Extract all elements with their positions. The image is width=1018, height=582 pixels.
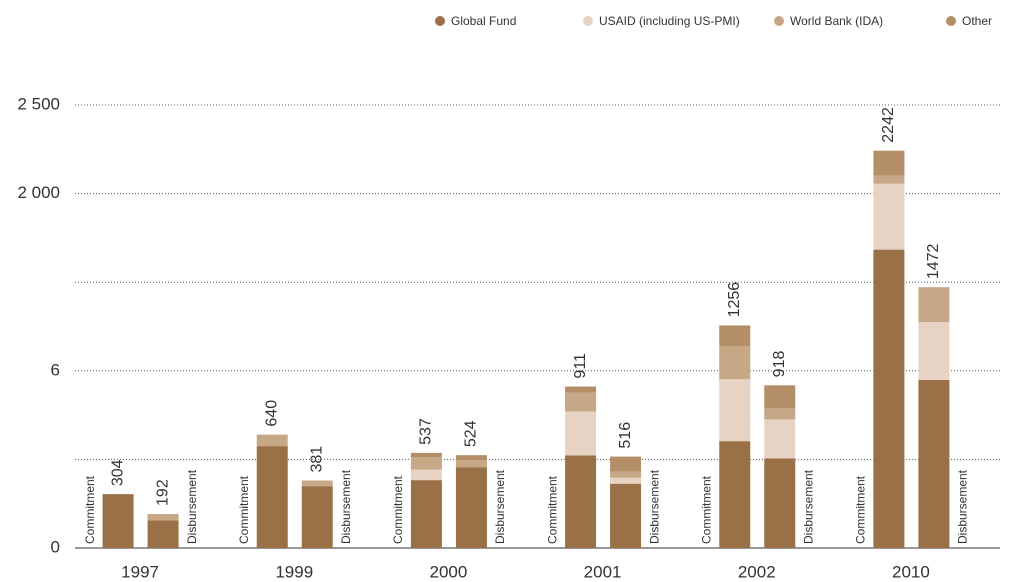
bar-segment xyxy=(873,249,905,548)
bar-label: Disbursement xyxy=(339,469,353,544)
total-label: 918 xyxy=(771,351,788,378)
x-tick-label: 2001 xyxy=(584,562,622,581)
bar-segment xyxy=(455,467,487,548)
bar-segment xyxy=(410,480,442,548)
bar-segment xyxy=(610,477,642,484)
bar-label: Commitment xyxy=(545,475,559,544)
y-tick-label: 2 000 xyxy=(17,183,60,202)
x-tick-label: 2000 xyxy=(430,562,468,581)
y-tick-label: 6 xyxy=(51,360,60,379)
bar-segment xyxy=(873,183,905,250)
bar-segment xyxy=(719,379,751,442)
bar-segment xyxy=(565,411,597,456)
bar-segment xyxy=(873,150,905,176)
bar-label: Commitment xyxy=(699,475,713,544)
legend-marker xyxy=(774,16,784,26)
total-label: 640 xyxy=(263,400,280,427)
bar-segment xyxy=(610,456,642,472)
bar-segment xyxy=(410,457,442,470)
legend-marker xyxy=(435,16,445,26)
bar-segment xyxy=(764,385,796,409)
bar-segment xyxy=(764,408,796,420)
bar-segment xyxy=(102,494,134,548)
total-label: 2242 xyxy=(880,107,897,143)
bar-segment xyxy=(410,452,442,458)
total-label: 304 xyxy=(109,459,126,486)
bar-segment xyxy=(764,419,796,459)
bar-label: Disbursement xyxy=(801,469,815,544)
legend-label: USAID (including US-PMI) xyxy=(599,14,740,28)
bar-segment xyxy=(301,486,333,548)
bar-segment xyxy=(256,446,288,548)
legend-marker xyxy=(946,16,956,26)
y-tick-label: 0 xyxy=(51,537,60,556)
bar-segment xyxy=(565,392,597,412)
bar-label: Disbursement xyxy=(185,469,199,544)
total-label: 381 xyxy=(308,446,325,473)
legend-label: Other xyxy=(962,14,992,28)
bar-segment xyxy=(873,175,905,184)
bar-segment xyxy=(918,287,950,323)
total-label: 1472 xyxy=(925,243,942,279)
total-label: 1256 xyxy=(726,282,743,318)
bar-segment xyxy=(918,380,950,548)
y-tick-label: 2 500 xyxy=(17,94,60,113)
bar-segment xyxy=(455,460,487,468)
bar-segment xyxy=(719,325,751,347)
bar-segment xyxy=(764,458,796,548)
bar-label: Disbursement xyxy=(956,469,970,544)
bar-segment xyxy=(147,520,179,548)
bar-segment xyxy=(301,480,333,487)
total-label: 537 xyxy=(418,418,435,445)
legend-label: World Bank (IDA) xyxy=(790,14,883,28)
bar-segment xyxy=(610,471,642,478)
bar-segment xyxy=(565,386,597,393)
bar-label: Commitment xyxy=(83,475,97,544)
bar-segment xyxy=(256,434,288,447)
bar-segment xyxy=(719,441,751,548)
bar-segment xyxy=(455,455,487,461)
bar-segment xyxy=(610,483,642,548)
bar-label: Commitment xyxy=(391,475,405,544)
bar-segment xyxy=(918,322,950,381)
x-tick-label: 2002 xyxy=(738,562,776,581)
bar-segment xyxy=(719,346,751,380)
total-label: 192 xyxy=(154,479,171,506)
bar-label: Commitment xyxy=(237,475,251,544)
bar-label: Commitment xyxy=(854,475,868,544)
x-tick-label: 1999 xyxy=(275,562,313,581)
legend-marker xyxy=(583,16,593,26)
bar-segment xyxy=(147,513,179,521)
bar-label: Disbursement xyxy=(493,469,507,544)
total-label: 911 xyxy=(572,353,589,379)
bar-segment xyxy=(565,455,597,548)
total-label: 524 xyxy=(463,420,480,447)
legend-label: Global Fund xyxy=(451,14,516,28)
bar-segment xyxy=(410,469,442,481)
total-label: 516 xyxy=(617,422,634,449)
bar-label: Disbursement xyxy=(647,469,661,544)
x-tick-label: 1997 xyxy=(121,562,159,581)
x-tick-label: 2010 xyxy=(892,562,930,581)
